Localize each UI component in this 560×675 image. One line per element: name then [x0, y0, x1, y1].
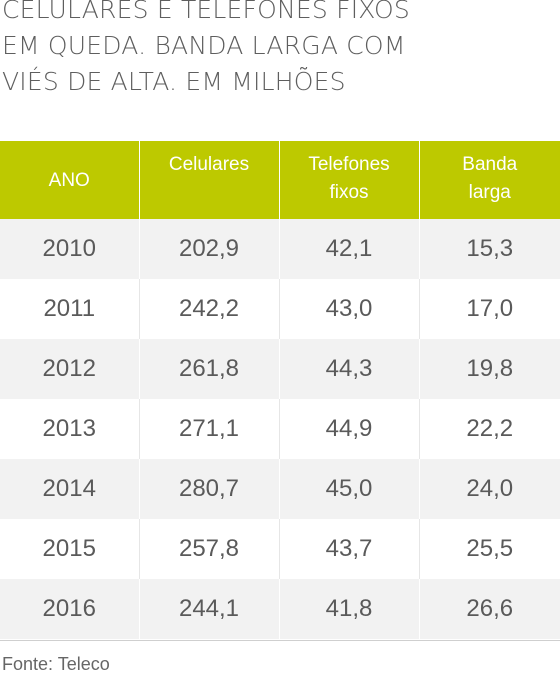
- cell-telefones-fixos: 43,7: [278, 519, 419, 579]
- cell-ano: 2012: [0, 339, 139, 399]
- header-label-line: Telefones: [308, 154, 390, 175]
- cell-ano: 2010: [0, 219, 139, 279]
- cell-banda-larga: 15,3: [418, 219, 560, 279]
- data-table: ANO Celulares Telefones fixos Banda larg…: [0, 141, 560, 639]
- title-line: EM QUEDA. BANDA LARGA COM: [2, 31, 406, 60]
- column-header-celulares: Celulares: [138, 141, 279, 219]
- table-header: ANO Celulares Telefones fixos Banda larg…: [0, 141, 560, 219]
- column-header-banda-larga: Banda larga: [418, 141, 560, 219]
- cell-banda-larga: 22,2: [418, 399, 560, 459]
- chart-title: CELULARES E TELEFONES FIXOS EM QUEDA. BA…: [2, 0, 542, 100]
- header-label-line: Banda: [462, 154, 518, 175]
- table-row: 2010 202,9 42,1 15,3: [0, 219, 560, 279]
- cell-celulares: 280,7: [138, 459, 279, 519]
- table-body: 2010 202,9 42,1 15,3 2011 242,2 43,0 17,0 2012 26…: [0, 219, 560, 639]
- cell-ano: 2011: [0, 279, 139, 339]
- header-label: Celulares: [168, 154, 250, 175]
- header-label-line: larga: [468, 182, 511, 203]
- table-row: 2012 261,8 44,3 19,8: [0, 339, 560, 399]
- cell-banda-larga: 26,6: [418, 579, 560, 639]
- table-row: 2014 280,7 45,0 24,0: [0, 459, 560, 519]
- table-bottom-rule: [0, 640, 560, 641]
- cell-ano: 2013: [0, 399, 139, 459]
- cell-telefones-fixos: 43,0: [278, 279, 419, 339]
- cell-celulares: 202,9: [138, 219, 279, 279]
- column-header-ano: ANO: [0, 141, 139, 219]
- cell-celulares: 271,1: [138, 399, 279, 459]
- column-header-telefones-fixos: Telefones fixos: [278, 141, 419, 219]
- cell-celulares: 244,1: [138, 579, 279, 639]
- header-row: ANO Celulares Telefones fixos Banda larg…: [0, 141, 560, 219]
- table-row: 2011 242,2 43,0 17,0: [0, 279, 560, 339]
- cell-ano: 2015: [0, 519, 139, 579]
- cell-telefones-fixos: 44,9: [278, 399, 419, 459]
- title-line: CELULARES E TELEFONES FIXOS: [2, 0, 410, 24]
- cell-banda-larga: 17,0: [418, 279, 560, 339]
- cell-telefones-fixos: 42,1: [278, 219, 419, 279]
- cell-telefones-fixos: 45,0: [278, 459, 419, 519]
- cell-banda-larga: 19,8: [418, 339, 560, 399]
- table-row: 2015 257,8 43,7 25,5: [0, 519, 560, 579]
- header-label: Telefones fixos: [284, 141, 415, 207]
- cell-celulares: 257,8: [138, 519, 279, 579]
- cell-banda-larga: 24,0: [418, 459, 560, 519]
- cell-telefones-fixos: 44,3: [278, 339, 419, 399]
- cell-celulares: 242,2: [138, 279, 279, 339]
- table-row: 2016 244,1 41,8 26,6: [0, 579, 560, 639]
- table-row: 2013 271,1 44,9 22,2: [0, 399, 560, 459]
- source-note: Fonte: Teleco: [2, 654, 110, 674]
- cell-ano: 2014: [0, 459, 139, 519]
- header-label: Banda larga: [424, 141, 557, 207]
- title-line: VIÉS DE ALTA. EM MILHÕES: [2, 67, 346, 96]
- cell-celulares: 261,8: [138, 339, 279, 399]
- header-label-line: fixos: [329, 182, 369, 203]
- cell-ano: 2016: [0, 579, 139, 639]
- cell-banda-larga: 25,5: [418, 519, 560, 579]
- header-label: ANO: [48, 170, 90, 191]
- cell-telefones-fixos: 41,8: [278, 579, 419, 639]
